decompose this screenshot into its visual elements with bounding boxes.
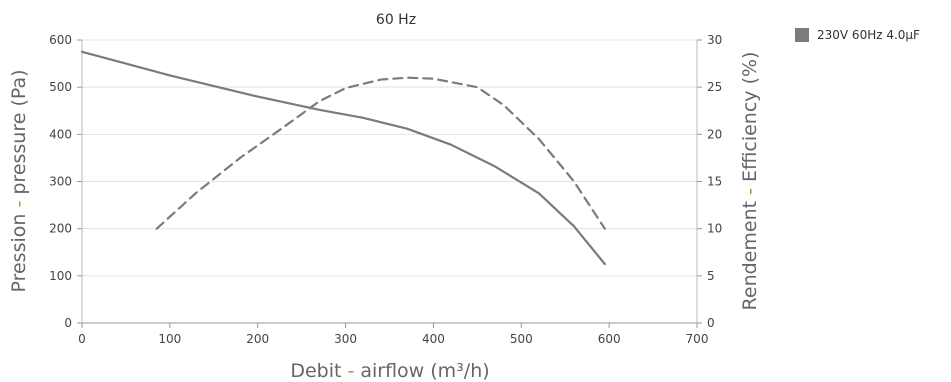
y-tick-label: 0 bbox=[64, 316, 72, 330]
x-axis-title: Debit - airflow (m³/h) bbox=[290, 360, 489, 382]
y2-tick-label: 0 bbox=[707, 316, 715, 330]
y-tick-label: 100 bbox=[49, 269, 72, 283]
y-axis-right-title-fr: Rendement bbox=[739, 201, 761, 311]
y-axis-left-title: Pression - pressure (Pa) bbox=[8, 69, 30, 292]
chart-title: 60 Hz bbox=[376, 12, 416, 28]
x-ticks: 0 100 200 300 400 500 600 700 bbox=[78, 323, 708, 346]
x-tick-label: 600 bbox=[598, 332, 621, 346]
y-axis-left-title-fr: Pression bbox=[8, 214, 30, 293]
series-layer bbox=[80, 50, 606, 266]
y2-tick-label: 20 bbox=[707, 127, 722, 141]
legend[interactable]: 230V 60Hz 4.0µF bbox=[795, 28, 920, 42]
x-tick-label: 200 bbox=[246, 332, 269, 346]
y-right-ticks: 0 5 10 15 20 25 30 bbox=[697, 33, 722, 330]
grid-lines bbox=[82, 39, 697, 324]
legend-label: 230V 60Hz 4.0µF bbox=[817, 28, 920, 42]
x-tick-label: 400 bbox=[422, 332, 445, 346]
y2-tick-label: 10 bbox=[707, 222, 722, 236]
y-axis-right-title-en: Efficiency (%) bbox=[739, 52, 761, 182]
y-tick-label: 300 bbox=[49, 175, 72, 189]
x-tick-label: 300 bbox=[334, 332, 357, 346]
y2-tick-label: 30 bbox=[707, 33, 722, 47]
y-tick-label: 600 bbox=[49, 33, 72, 47]
legend-swatch bbox=[795, 28, 809, 42]
y-left-ticks: 0 100 200 300 400 500 600 bbox=[49, 33, 82, 330]
y-axis-left-title-separator: - bbox=[8, 195, 30, 214]
efficiency-curve bbox=[155, 76, 606, 230]
y-tick-label: 400 bbox=[49, 127, 72, 141]
x-tick-label: 700 bbox=[686, 332, 709, 346]
x-axis-title-fr: Debit bbox=[290, 360, 341, 382]
y-tick-label: 200 bbox=[49, 222, 72, 236]
x-tick-label: 100 bbox=[158, 332, 181, 346]
x-tick-label: 0 bbox=[78, 332, 86, 346]
x-axis-title-separator: - bbox=[341, 360, 360, 382]
y-axis-right-title-separator: - bbox=[739, 182, 761, 201]
x-axis-title-en: airflow (m³/h) bbox=[360, 360, 489, 382]
y-tick-label: 500 bbox=[49, 80, 72, 94]
y-axis-left-title-en: pressure (Pa) bbox=[8, 69, 30, 194]
y2-tick-label: 25 bbox=[707, 80, 722, 94]
x-tick-label: 500 bbox=[510, 332, 533, 346]
y2-tick-label: 15 bbox=[707, 175, 722, 189]
pressure-curve bbox=[80, 50, 606, 266]
y2-tick-label: 5 bbox=[707, 269, 715, 283]
y-axis-right-title: Rendement - Efficiency (%) bbox=[739, 52, 761, 311]
